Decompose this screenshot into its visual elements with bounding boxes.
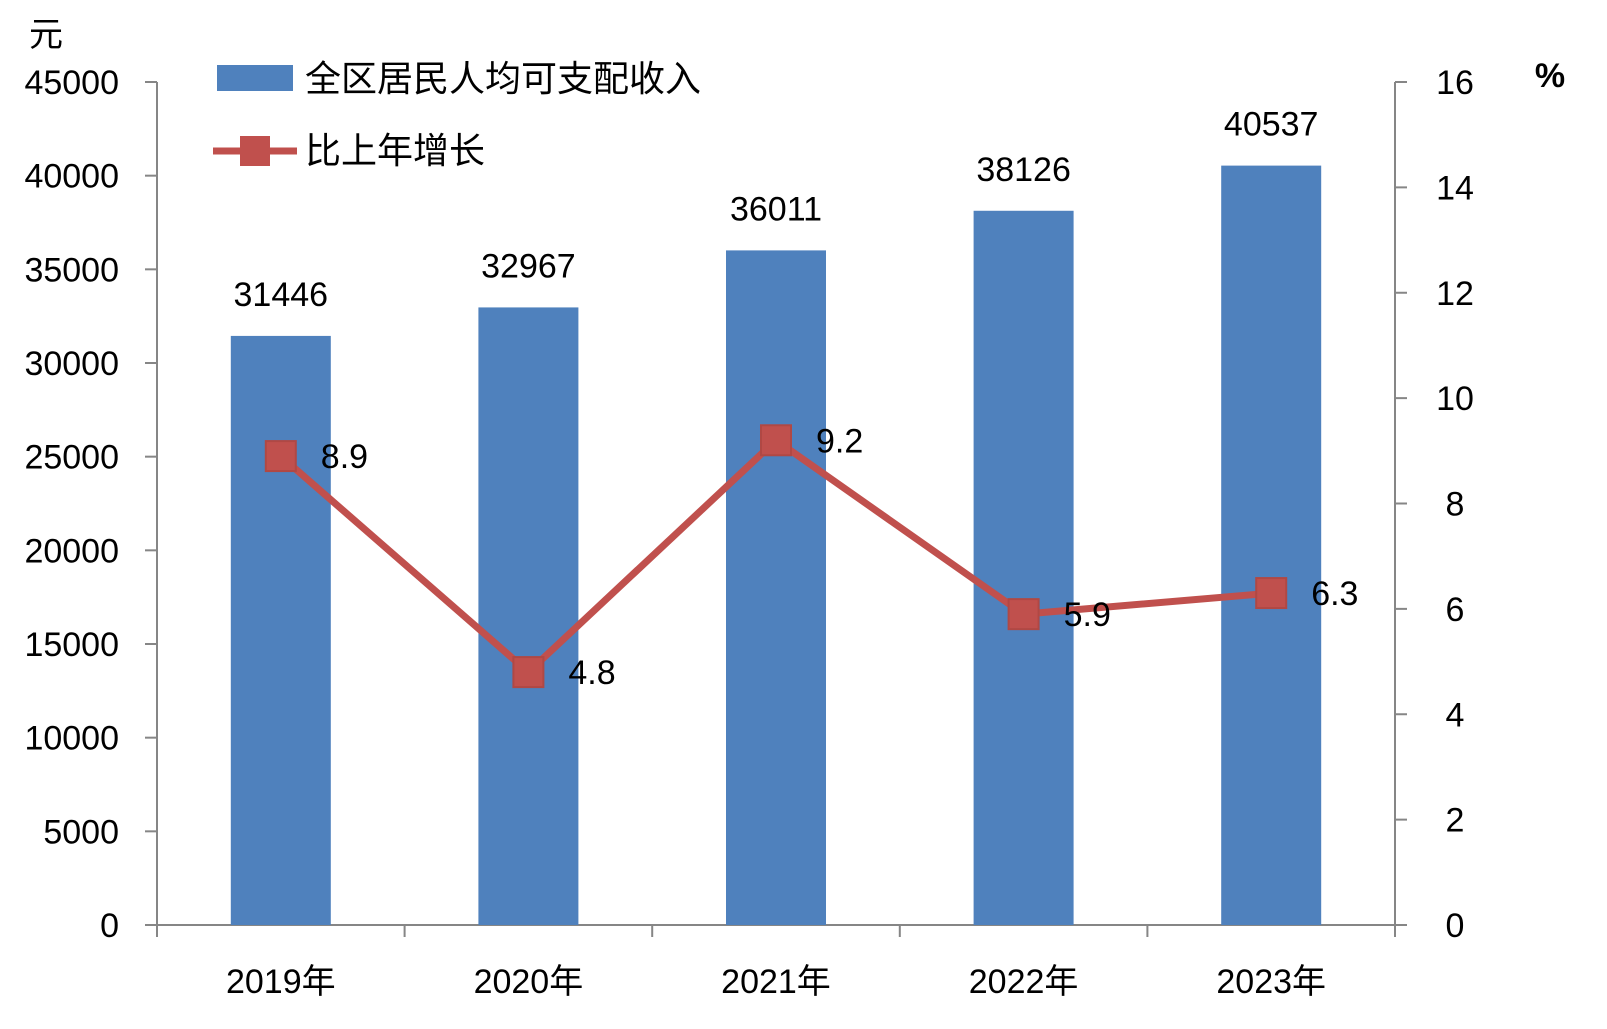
right-axis-tick-label: 16 [1436,64,1474,102]
growth-value-label: 5.9 [1064,596,1111,634]
x-axis-tick-label: 2023年 [1216,963,1326,1001]
legend-line-marker [240,136,270,166]
right-axis-tick-label: 2 [1446,802,1465,840]
x-axis-tick-label: 2019年 [226,963,336,1001]
left-axis-tick-label: 15000 [24,626,119,664]
growth-value-label: 4.8 [568,654,615,692]
bar-value-label: 40537 [1224,106,1319,144]
bar-value-label: 32967 [481,247,576,285]
legend-bar-swatch [217,65,293,91]
left-axis-unit: 元 [29,16,63,54]
line-series [264,424,1288,689]
bar-value-label: 38126 [976,151,1071,189]
right-axis-tick-label: 6 [1446,591,1465,629]
x-axis-tick-label: 2021年 [721,963,831,1001]
legend-line-label: 比上年增长 [305,130,485,171]
x-axis-tick-label: 2022年 [969,963,1079,1001]
bar [1221,165,1322,925]
left-axis-tick-label: 10000 [24,720,119,758]
left-axis-tick-label: 35000 [24,251,119,289]
bar [973,210,1074,925]
left-axis-tick-label: 0 [100,907,119,945]
growth-value-label: 8.9 [321,438,368,476]
growth-marker [512,656,545,689]
bar-value-label: 31446 [234,276,329,314]
growth-marker [760,424,792,457]
bar-value-label: 36011 [730,190,822,228]
growth-marker [1255,577,1288,610]
x-axis-tick-label: 2020年 [474,963,584,1001]
left-axis-tick-label: 45000 [24,64,119,102]
growth-value-label: 6.3 [1311,575,1358,613]
left-axis-tick-label: 20000 [24,532,119,570]
growth-value-label: 9.2 [816,422,863,460]
bar [478,307,579,925]
right-axis-tick-label: 0 [1446,907,1465,945]
left-axis-tick-label: 25000 [24,439,119,477]
left-axis-tick-label: 5000 [43,813,119,851]
bar [230,335,331,925]
legend-bar-label: 全区居民人均可支配收入 [305,58,701,99]
right-axis-tick-label: 14 [1436,169,1474,207]
growth-marker [1007,598,1040,631]
left-axis-tick-label: 30000 [24,345,119,383]
left-axis-tick-label: 40000 [24,158,119,196]
bar [726,250,826,926]
right-axis-tick-label: 4 [1446,696,1465,734]
data-labels: 31446 32967 36011 38126 40537 8.9 4.8 9.2 5.9 6.3 [234,106,1359,692]
right-axis-tick-label: 10 [1436,380,1474,418]
growth-marker [264,440,297,473]
bar-series [230,165,1322,926]
right-axis-tick-label: 12 [1436,275,1474,313]
axes: 0 5000 10000 15000 20000 25000 30000 35000 40000… [24,16,1565,1001]
right-axis-unit: % [1535,57,1565,95]
right-axis-tick-label: 8 [1446,486,1465,524]
